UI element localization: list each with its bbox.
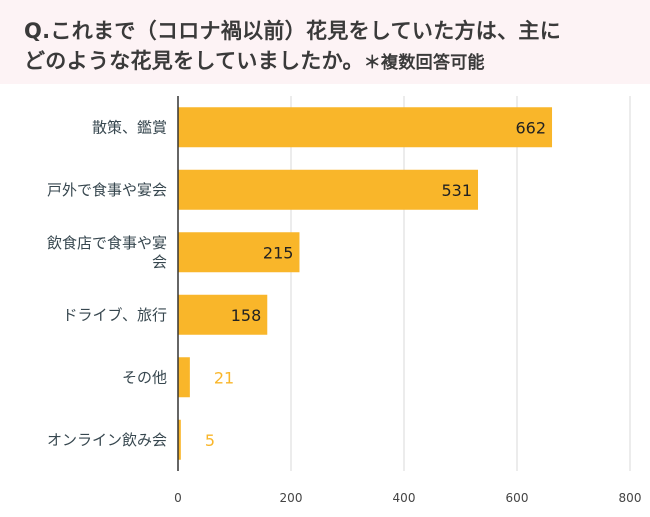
bar-3	[178, 294, 268, 335]
bar-1	[178, 169, 479, 210]
chart-title-box: Q.これまで（コロナ禍以前）花見をしていた方は、主に どのような花見をしていまし…	[0, 0, 650, 84]
bar-2	[178, 232, 300, 273]
category-label-2-line-0: 飲食店で食事や宴	[47, 234, 167, 252]
bar-4	[178, 357, 190, 398]
bar-5	[178, 419, 181, 460]
value-label-1: 531	[441, 181, 472, 200]
category-label-4: その他	[122, 368, 167, 386]
value-label-4: 21	[214, 368, 234, 387]
category-label-2-line-1: 会	[152, 253, 167, 271]
category-label-3: ドライブ、旅行	[62, 306, 167, 324]
category-label-5: オンライン飲み会	[47, 431, 167, 449]
value-label-3: 158	[231, 306, 262, 325]
chart-title-note: ＊複数回答可能	[363, 53, 485, 73]
chart-title-line-1: Q.これまで（コロナ禍以前）花見をしていた方は、主に	[24, 19, 561, 43]
chart-title-line-2: どのような花見をしていましたか。＊複数回答可能	[24, 46, 650, 78]
x-tick-label-2: 400	[393, 491, 416, 505]
bar-0	[178, 107, 553, 148]
x-tick-label-0: 0	[174, 491, 182, 505]
value-label-5: 5	[205, 431, 215, 450]
x-tick-label-1: 200	[280, 491, 303, 505]
category-label-0: 散策、鑑賞	[92, 118, 167, 136]
x-tick-label-3: 600	[506, 491, 529, 505]
chart-title-line-2-text: どのような花見をしていましたか。	[24, 49, 364, 73]
category-label-1: 戸外で食事や宴会	[47, 181, 167, 199]
bar-chart: 662散策、鑑賞531戸外で食事や宴会215飲食店で食事や宴会158ドライブ、旅…	[47, 96, 642, 505]
value-label-2: 215	[263, 243, 294, 262]
value-label-0: 662	[515, 118, 546, 137]
x-tick-label-4: 800	[619, 491, 642, 505]
